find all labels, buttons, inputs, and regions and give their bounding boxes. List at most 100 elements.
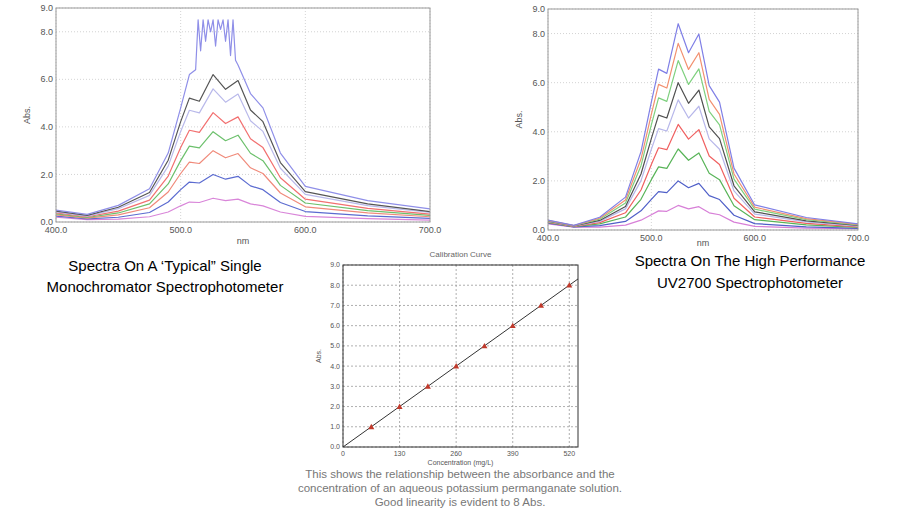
series-line — [343, 279, 578, 447]
grid-line-x — [456, 265, 457, 447]
data-group — [548, 24, 858, 229]
marker — [453, 363, 459, 368]
plot-frame — [56, 8, 430, 222]
y-tick-label: 2.0 — [40, 170, 53, 180]
marker — [481, 343, 487, 348]
grid-line-y — [548, 180, 858, 181]
series-line — [56, 75, 430, 216]
y-axis-label: Abs. — [514, 110, 524, 128]
y-tick-label: 5.0 — [330, 342, 340, 349]
grid-line-x — [305, 8, 306, 222]
y-tick-label: 8.0 — [532, 29, 545, 39]
y-tick-label: 2.0 — [532, 176, 545, 186]
series-line — [56, 20, 430, 215]
series-line — [548, 149, 858, 227]
y-tick-label: 8.0 — [40, 27, 53, 37]
series-line — [56, 89, 430, 216]
series-line — [56, 151, 430, 219]
series-line — [548, 61, 858, 226]
y-tick-label: 7.0 — [330, 302, 340, 309]
grid-line-x — [399, 265, 400, 447]
grid-line-y — [548, 82, 858, 83]
chart-title: Calibration Curve — [430, 250, 492, 259]
x-tick-label: 700.0 — [419, 225, 442, 235]
series-line — [548, 124, 858, 226]
y-tick-label: 1.0 — [330, 423, 340, 430]
y-axis-label: Abs. — [315, 349, 322, 363]
marker — [566, 282, 572, 287]
grid-line-x — [754, 9, 755, 230]
y-tick-label: 9.0 — [330, 261, 340, 268]
chart-2: 0 130 260 390 520 0.0 1.0 2.0 3.0 4.0 5.0 6.0 7.0 8.0… — [298, 250, 622, 508]
chart-1: 400.0500.0600.0700.00.02.04.06.08.09.0nm… — [514, 4, 869, 291]
grid-line-x — [569, 265, 570, 447]
y-tick-label: 8.0 — [330, 282, 340, 289]
x-tick-label: 0 — [341, 450, 345, 457]
caption: Spectra On The High Performance — [635, 252, 866, 269]
marker — [397, 404, 403, 409]
caption: Spectra On A ‘Typical” Single — [68, 257, 261, 274]
y-tick-label: 4.0 — [40, 122, 53, 132]
caption: concentration of an aqueous potassium pe… — [298, 482, 622, 494]
plot-background — [548, 9, 858, 230]
grid-line-y — [56, 174, 430, 175]
marker — [538, 302, 544, 307]
y-tick-label: 0.0 — [330, 443, 340, 450]
y-tick-label: 9.0 — [532, 4, 545, 14]
x-tick-label: 600.0 — [743, 233, 766, 243]
grid-line-y — [343, 325, 578, 326]
series-line — [548, 43, 858, 225]
marker — [368, 424, 374, 429]
chart-0: 400.0500.0600.0700.00.02.04.06.08.09.0nm… — [22, 3, 441, 295]
plot-background — [56, 8, 430, 222]
grid-line-y — [343, 426, 578, 427]
data-group — [56, 20, 430, 220]
y-tick-label: 6.0 — [330, 322, 340, 329]
marker — [425, 383, 431, 388]
x-tick-label: 390 — [507, 450, 519, 457]
grid-line-y — [548, 33, 858, 34]
grid-line-y — [343, 366, 578, 367]
grid-line-y — [56, 79, 430, 80]
caption: This shows the relationship between the … — [305, 468, 614, 480]
figure: 400.0500.0600.0700.00.02.04.06.08.09.0nm… — [0, 0, 900, 514]
x-tick-label: 260 — [450, 450, 462, 457]
data-group — [343, 279, 578, 447]
grid-line-y — [343, 406, 578, 407]
y-tick-label: 9.0 — [40, 3, 53, 13]
y-tick-label: 2.0 — [330, 403, 340, 410]
caption: Good linearity is evident to 8 Abs. — [375, 496, 546, 508]
grid-line-x — [512, 265, 513, 447]
y-tick-label: 4.0 — [532, 127, 545, 137]
x-tick-label: 500.0 — [169, 225, 192, 235]
plot-frame — [343, 265, 578, 447]
x-tick-label: 600.0 — [294, 225, 317, 235]
y-tick-label: 6.0 — [532, 78, 545, 88]
y-tick-label: 0.0 — [532, 225, 545, 235]
plot-background — [343, 265, 578, 447]
y-tick-label: 4.0 — [330, 363, 340, 370]
x-tick-label: 520 — [563, 450, 575, 457]
grid-line-y — [343, 345, 578, 346]
x-tick-label: 130 — [394, 450, 406, 457]
series-line — [548, 100, 858, 226]
y-tick-label: 0.0 — [40, 217, 53, 227]
x-axis-label: Concentration (mg/L) — [428, 459, 494, 467]
series-line — [548, 83, 858, 226]
grid-line-y — [548, 131, 858, 132]
y-tick-label: 3.0 — [330, 383, 340, 390]
series-line — [548, 24, 858, 226]
grid-line-y — [56, 31, 430, 32]
x-axis-label: nm — [237, 236, 250, 246]
x-tick-label: 500.0 — [640, 233, 663, 243]
grid-line-y — [343, 386, 578, 387]
y-tick-label: 6.0 — [40, 74, 53, 84]
marker — [510, 323, 516, 328]
caption: Monochromator Spectrophotometer — [47, 278, 284, 295]
plot-frame — [548, 9, 858, 230]
x-tick-label: 700.0 — [847, 233, 870, 243]
caption: UV2700 Spectrophotometer — [657, 274, 843, 291]
grid-line-y — [343, 285, 578, 286]
x-axis-label: nm — [697, 238, 710, 248]
grid-line-x — [651, 9, 652, 230]
